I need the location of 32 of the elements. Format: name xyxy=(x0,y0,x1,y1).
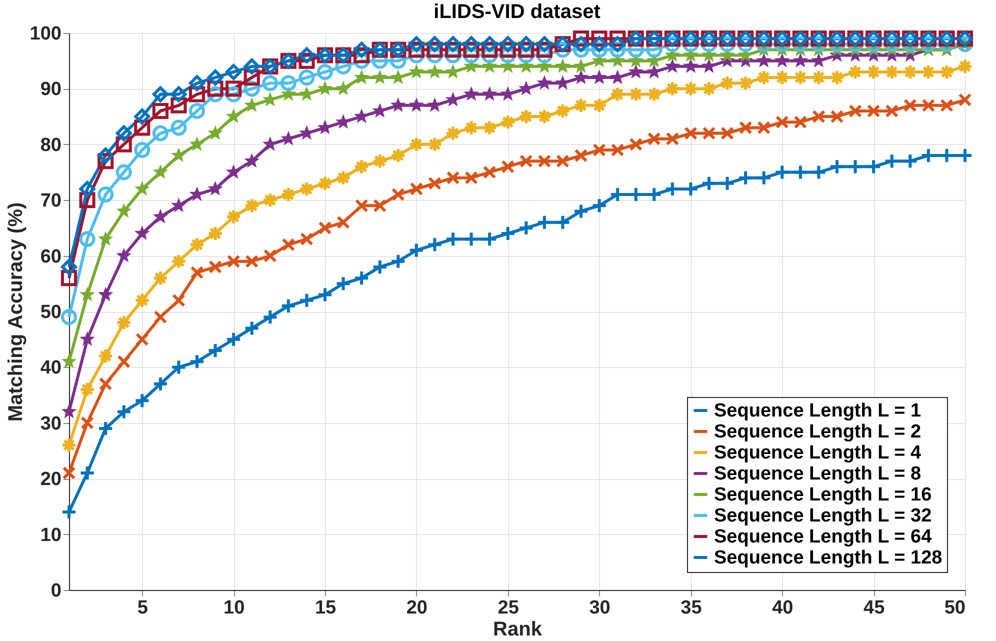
x-tick-label: 20 xyxy=(406,598,428,618)
y-tick-label: 70 xyxy=(40,190,62,212)
x-tick-label: 40 xyxy=(772,598,794,618)
x-tick-label: 30 xyxy=(589,598,610,618)
legend-label: Sequence Length L = 16 xyxy=(714,484,932,506)
x-tick-label: 5 xyxy=(137,598,148,618)
y-tick-label: 90 xyxy=(40,79,62,100)
x-tick-label: 10 xyxy=(224,598,245,618)
y-tick-label: 30 xyxy=(40,413,62,434)
y-tick-label: 20 xyxy=(40,469,62,490)
legend-label: Sequence Length L = 64 xyxy=(714,526,932,548)
chart-title: iLIDS-VID dataset xyxy=(434,1,601,23)
x-tick-label: 35 xyxy=(680,598,702,618)
y-tick-label: 40 xyxy=(40,358,62,379)
y-tick-label: 50 xyxy=(40,302,62,323)
legend-label: Sequence Length L = 2 xyxy=(714,422,922,442)
x-tick-label: 15 xyxy=(314,598,336,618)
y-tick-label: 80 xyxy=(40,134,62,156)
y-tick-label: 100 xyxy=(30,24,62,44)
y-tick-label: 60 xyxy=(40,246,62,268)
y-tick-label: 0 xyxy=(50,580,62,602)
x-tick-label: 45 xyxy=(864,598,886,618)
x-tick-label: 50 xyxy=(944,598,966,618)
legend-label: Sequence Length L = 128 xyxy=(714,548,942,568)
y-axis-title: Matching Accuracy (%) xyxy=(4,202,27,422)
legend-label: Sequence Length L = 32 xyxy=(714,506,932,526)
legend-label: Sequence Length L = 1 xyxy=(714,400,922,422)
legend-label: Sequence Length L = 8 xyxy=(714,464,922,484)
x-tick-label: 25 xyxy=(498,598,520,618)
x-axis-title: Rank xyxy=(493,618,543,640)
legend-label: Sequence Length L = 4 xyxy=(714,442,922,464)
y-tick-label: 10 xyxy=(40,524,62,546)
